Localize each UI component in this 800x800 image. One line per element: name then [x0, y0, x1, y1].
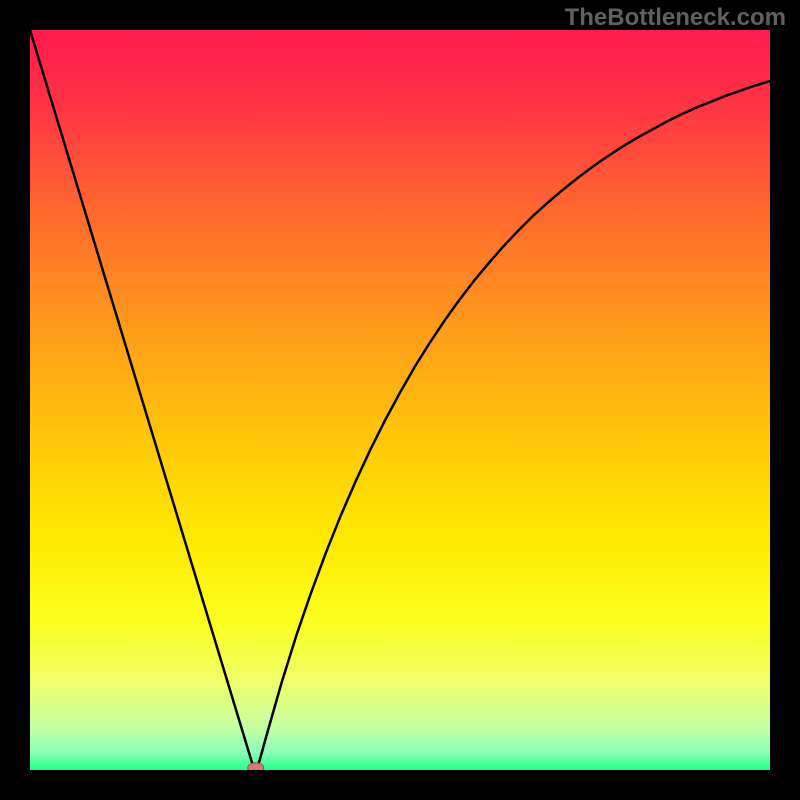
watermark-text: TheBottleneck.com	[565, 4, 786, 32]
chart-svg	[30, 30, 770, 770]
plot-area	[30, 30, 770, 770]
min-marker	[248, 763, 264, 770]
